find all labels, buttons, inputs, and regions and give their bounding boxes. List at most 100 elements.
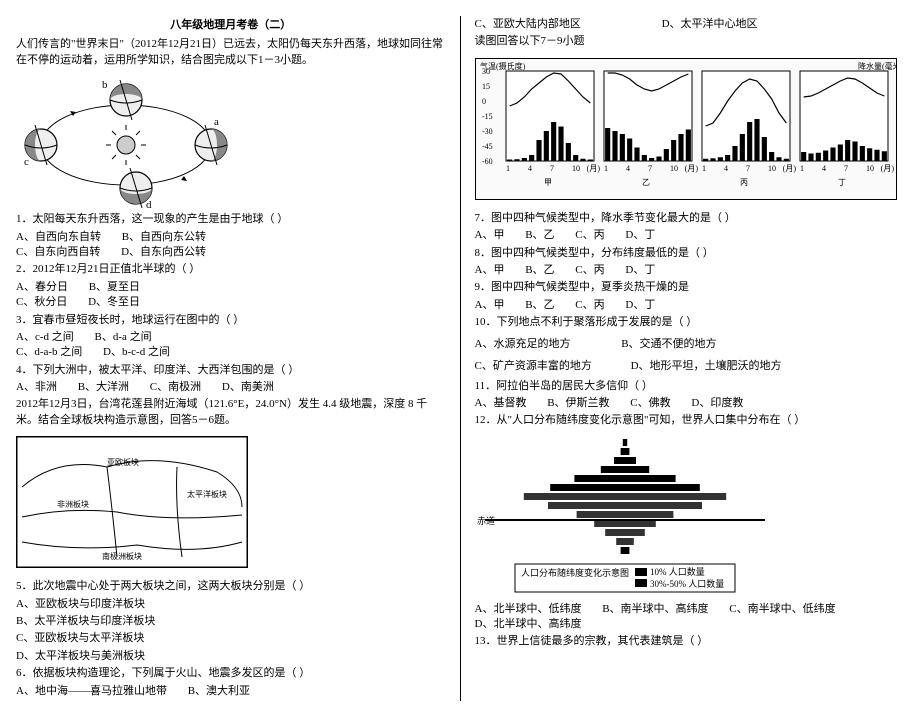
svg-text:(月): (月) [782,164,796,173]
q8-D: D、丁 [625,263,655,278]
map-label-antarctic: 南极洲板块 [102,551,142,561]
q2-stem: 2．2012年12月21日正值北半球的（ ） [16,262,446,277]
q6-stem: 6．依据板块构造理论，下列属于火山、地震多发区的是（ ） [16,666,446,681]
q7-C: C、丙 [575,228,604,243]
svg-text:10: 10 [866,164,874,173]
q9-D: D、丁 [625,298,655,313]
q9-stem: 9．图中四种气候类型中，夏季炎热干燥的是 [475,280,905,295]
q10-A: A、水源充足的地方 [475,333,571,355]
svg-text:7: 7 [746,164,750,173]
q12-D: D、北半球中、高纬度 [475,617,582,632]
svg-text:(月): (月) [684,164,698,173]
label-d: d [146,199,152,210]
q1-D: D、自东向西公转 [121,245,206,260]
q12-stem: 12．从"人口分布随纬度变化示意图"可知，世界人口集中分布在（ ） [475,413,905,428]
q11-D: D、印度教 [691,396,743,411]
map-label-africa: 非洲板块 [57,499,89,509]
q12-A: A、北半球中、低纬度 [475,602,582,617]
plates-intro: 2012年12月3日，台湾花莲县附近海域（121.6°E，24.0°N）发生 4… [16,397,446,428]
q13-stem: 13．世界上信徒最多的宗教，其代表建筑是（ ） [475,634,905,649]
q5-A: A、亚欧板块与印度洋板块 [16,597,446,612]
q5-stem: 5．此次地震中心处于两大板块之间，这两大板块分别是（ ） [16,579,446,594]
orbit-figure: a b c [16,70,446,210]
q3-B: B、d-a 之间 [95,330,152,345]
label-c: c [24,156,29,168]
orbit-svg: a b c [16,70,236,210]
q12-B: B、南半球中、高纬度 [602,602,708,617]
q7-D: D、丁 [625,228,655,243]
climate-svg: 气温(摄氏度)降水量(毫米)14710(月)甲14710(月)乙14710(月)… [476,59,896,199]
title: 八年级地理月考卷（二） [16,18,446,33]
svg-text:乙: 乙 [642,178,650,187]
q1-B: B、自西向东公转 [122,230,206,245]
q1-C: C、自东向西自转 [16,245,100,260]
q4-opts: A、非洲 B、大洋洲 C、南极洲 D、南美洲 [16,380,446,395]
svg-text:30: 30 [482,67,490,76]
pyramid-figure: 赤道人口分布随纬度变化示意图 10% 人口数量30%-50% 人口数量 [475,431,905,601]
left-column: 八年级地理月考卷（二） 人们传言的"世界末日"（2012年12月21日）已远去，… [16,16,446,701]
svg-text:7: 7 [648,164,652,173]
q9-B: B、乙 [525,298,554,313]
q4-A: A、非洲 [16,380,57,395]
plate-map: 亚欧板块 太平洋板块 非洲板块 南极洲板块 [16,436,248,568]
q1-opts: A、自西向东自转 B、自西向东公转 C、自东向西自转 D、自东向西公转 [16,230,446,261]
svg-text:4: 4 [724,164,728,173]
q10-opts: A、水源充足的地方 B、交通不便的地方 C、矿产资源丰富的地方 D、地形平坦，土… [475,333,905,377]
right-column: C、亚欧大陆内部地区 D、太平洋中心地区 读图回答以下7－9小题 气温(摄氏度)… [475,16,905,701]
svg-text:30%-50% 人口数量: 30%-50% 人口数量 [650,578,724,589]
q7-opts: A、甲 B、乙 C、丙 D、丁 [475,228,905,243]
svg-text:-15: -15 [482,112,493,121]
svg-text:-45: -45 [482,142,493,151]
map-label-pacific: 太平洋板块 [187,489,227,499]
q10-B: B、交通不便的地方 [621,333,716,355]
q4-stem: 4．下列大洲中，被太平洋、印度洋、大西洋包围的是（ ） [16,363,446,378]
svg-text:4: 4 [528,164,532,173]
svg-text:降水量(毫米): 降水量(毫米) [858,61,896,71]
q12-C: C、南半球中、低纬度 [729,602,835,617]
svg-text:4: 4 [626,164,630,173]
svg-text:1: 1 [800,164,804,173]
svg-text:10% 人口数量: 10% 人口数量 [650,566,705,577]
svg-text:甲: 甲 [544,178,552,187]
svg-text:丙: 丙 [740,178,748,187]
svg-text:-60: -60 [482,157,493,166]
q5-B: B、太平洋板块与印度洋板块 [16,614,446,629]
intro: 人们传言的"世界末日"（2012年12月21日）已远去，太阳仍每天东升西落，地球… [16,37,446,68]
svg-text:赤道: 赤道 [477,515,495,526]
svg-text:10: 10 [670,164,678,173]
q3-C: C、d-a-b 之间 [16,345,82,360]
q2-A: A、春分日 [16,280,68,295]
q11-B: B、伊斯兰教 [547,396,609,411]
pyramid-svg: 赤道人口分布随纬度变化示意图 10% 人口数量30%-50% 人口数量 [475,431,775,601]
label-b: b [102,79,108,91]
q3-stem: 3．宜春市昼短夜长时，地球运行在图中的（ ） [16,313,446,328]
q11-C: C、佛教 [630,396,670,411]
q5-D: D、太平洋板块与美洲板块 [16,649,446,664]
q6-A: A、地中海——喜马拉雅山地带 [16,684,167,699]
q8-stem: 8．图中四种气候类型中，分布纬度最低的是（ ） [475,246,905,261]
q11-stem: 11．阿拉伯半岛的居民大多信仰（ ） [475,379,905,394]
q6-B: B、澳大利亚 [188,684,250,699]
q1-A: A、自西向东自转 [16,230,101,245]
q3-A: A、c-d 之间 [16,330,74,345]
q9-A: A、甲 [475,298,505,313]
q4-D: D、南美洲 [222,380,274,395]
label-a: a [214,116,219,128]
svg-text:1: 1 [604,164,608,173]
svg-text:(月): (月) [586,164,600,173]
svg-text:1: 1 [702,164,706,173]
q3-D: D、b-c-d 之间 [103,345,170,360]
q4-B: B、大洋洲 [78,380,129,395]
column-divider [460,16,461,701]
svg-text:7: 7 [550,164,554,173]
clim-intro: 读图回答以下7－9小题 [475,34,905,49]
q11-A: A、基督教 [475,396,527,411]
svg-text:15: 15 [482,82,490,91]
q6-row2: C、亚欧大陆内部地区 D、太平洋中心地区 [475,17,905,32]
q7-A: A、甲 [475,228,505,243]
q9-opts: A、甲 B、乙 C、丙 D、丁 [475,298,905,313]
q2-B: B、夏至日 [89,280,140,295]
q7-B: B、乙 [525,228,554,243]
svg-text:-30: -30 [482,127,493,136]
svg-text:人口分布随纬度变化示意图: 人口分布随纬度变化示意图 [521,567,629,578]
